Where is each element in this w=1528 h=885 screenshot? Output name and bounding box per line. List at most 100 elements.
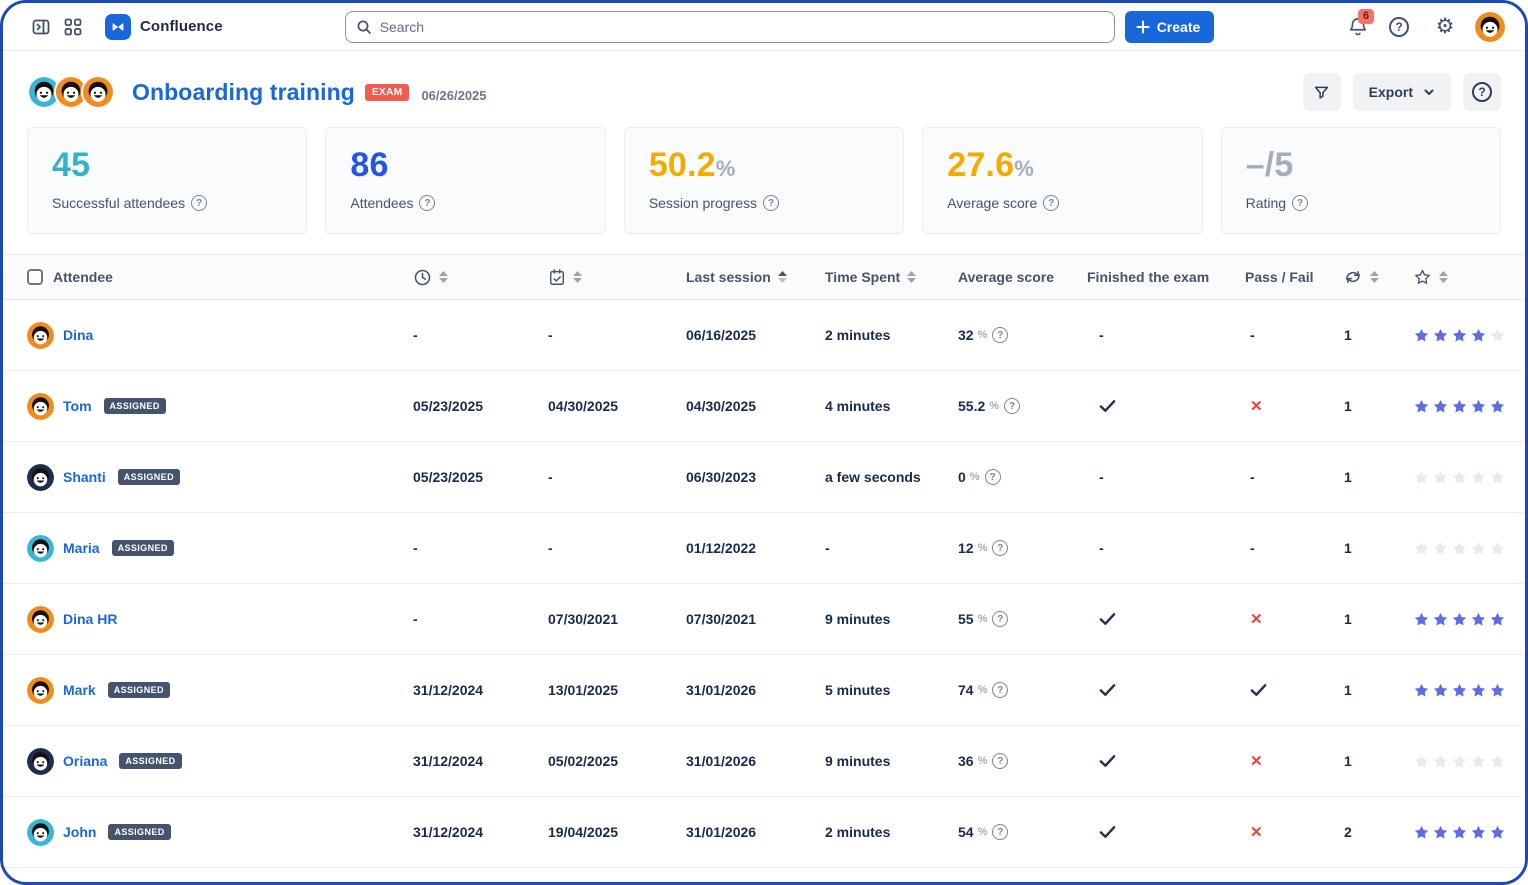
settings-button[interactable]: ⚙: [1429, 11, 1461, 43]
table-row: Maria ASSIGNED - - 01/12/2022 - 12%? - -…: [3, 513, 1525, 584]
star-icon: [1470, 327, 1487, 344]
app-name: Confluence: [140, 18, 223, 35]
progress-cell: [303, 752, 393, 770]
face-avatar-icon: [1475, 12, 1505, 42]
face-avatar-icon: [27, 393, 54, 420]
star-icon: [1432, 682, 1449, 699]
notifications-button[interactable]: 6: [1347, 16, 1369, 38]
deadline-date-cell: 04/30/2025: [528, 398, 668, 414]
table-row: John ASSIGNED 31/12/2024 19/04/2025 31/0…: [3, 797, 1525, 868]
create-button[interactable]: Create: [1125, 11, 1215, 43]
star-icon: [1413, 398, 1430, 415]
attendee-name-link[interactable]: Tom: [63, 398, 92, 414]
star-icon: [1470, 753, 1487, 770]
rating-stars[interactable]: [1393, 824, 1525, 841]
pass-fail-cell: ✕: [1228, 610, 1328, 628]
face-avatar-icon: [27, 677, 54, 704]
rating-stars[interactable]: [1393, 398, 1525, 415]
info-icon[interactable]: ?: [992, 682, 1008, 698]
progress-cell: [303, 468, 393, 486]
brand[interactable]: Confluence: [105, 14, 223, 40]
select-all-checkbox[interactable]: [27, 269, 43, 285]
rating-stars[interactable]: [1393, 682, 1525, 699]
rating-stars[interactable]: [1393, 327, 1525, 344]
finished-exam-cell: -: [1073, 540, 1228, 556]
info-icon[interactable]: ?: [1043, 195, 1059, 211]
attendee-name-link[interactable]: Dina: [63, 327, 93, 343]
pass-fail-cell: ✕: [1228, 823, 1328, 841]
info-icon[interactable]: ?: [992, 824, 1008, 840]
page-header: Onboarding training EXAM 06/26/2025 Expo…: [3, 51, 1525, 125]
check-icon: [1099, 754, 1116, 768]
table-header-row: Attendee: [3, 254, 1525, 300]
info-icon[interactable]: ?: [191, 195, 207, 211]
column-attempts[interactable]: [1328, 268, 1393, 286]
rating-stars[interactable]: [1393, 469, 1525, 486]
star-icon: [1489, 682, 1506, 699]
column-assigned-date[interactable]: [393, 268, 528, 287]
report-help-button[interactable]: ?: [1463, 73, 1501, 111]
sort-icon[interactable]: [1370, 271, 1379, 283]
assigned-badge: ASSIGNED: [119, 753, 181, 769]
info-icon[interactable]: ?: [1004, 398, 1020, 414]
column-time-spent[interactable]: Time Spent: [803, 269, 938, 285]
star-icon: [1489, 611, 1506, 628]
clock-icon: [413, 268, 432, 287]
finished-exam-cell: [1073, 825, 1228, 839]
time-spent-cell: 4 minutes: [803, 398, 938, 414]
sidebar-toggle-button[interactable]: [25, 11, 57, 43]
help-button[interactable]: ?: [1383, 11, 1415, 43]
assigned-date-cell: -: [393, 611, 528, 627]
rating-stars[interactable]: [1393, 540, 1525, 557]
column-last-session[interactable]: Last session: [668, 269, 803, 285]
stat-label: Session progress?: [649, 195, 879, 211]
attendee-cell: Dina: [3, 322, 303, 349]
star-icon: [1451, 398, 1468, 415]
sort-icon[interactable]: [573, 271, 582, 283]
rating-stars[interactable]: [1393, 611, 1525, 628]
deadline-date-cell: 07/30/2021: [528, 611, 668, 627]
filter-button[interactable]: [1303, 73, 1341, 111]
attendee-name-link[interactable]: Dina HR: [63, 611, 117, 627]
pass-fail-cell: ✕: [1228, 752, 1328, 770]
user-avatar[interactable]: [1475, 12, 1505, 42]
attendee-name-link[interactable]: Oriana: [63, 753, 107, 769]
info-icon[interactable]: ?: [992, 540, 1008, 556]
face-avatar-icon: [27, 748, 54, 775]
progress-cell: [303, 610, 393, 628]
rating-stars[interactable]: [1393, 753, 1525, 770]
search-input[interactable]: [380, 19, 1104, 35]
search-bar[interactable]: [345, 11, 1115, 43]
face-avatar-icon: [81, 75, 115, 109]
attempts-cell: 1: [1328, 753, 1393, 769]
info-icon[interactable]: ?: [992, 327, 1008, 343]
info-icon[interactable]: ?: [992, 753, 1008, 769]
info-icon[interactable]: ?: [992, 611, 1008, 627]
info-icon[interactable]: ?: [419, 195, 435, 211]
attendee-name-link[interactable]: Maria: [63, 540, 100, 556]
star-icon: [1432, 824, 1449, 841]
attendee-name-link[interactable]: Shanti: [63, 469, 106, 485]
app-switcher-button[interactable]: [57, 11, 89, 43]
face-avatar-icon: [27, 322, 54, 349]
column-deadline-date[interactable]: [528, 268, 668, 287]
column-rating[interactable]: [1393, 268, 1525, 287]
sort-icon[interactable]: [907, 271, 916, 283]
stat-value: 45: [52, 146, 282, 185]
stat-value: –/5: [1246, 146, 1476, 185]
assigned-date-cell: -: [393, 327, 528, 343]
column-average-score: Average score: [938, 269, 1073, 285]
attendee-avatar-stack: [27, 75, 108, 109]
attendee-name-link[interactable]: Mark: [63, 682, 96, 698]
export-button[interactable]: Export: [1353, 73, 1451, 111]
progress-cell: [303, 539, 393, 557]
sort-icon[interactable]: [1439, 271, 1448, 283]
stat-value: 86: [350, 146, 580, 185]
sort-icon[interactable]: [439, 271, 448, 283]
pass-fail-cell: -: [1228, 540, 1328, 556]
info-icon[interactable]: ?: [985, 469, 1001, 485]
sort-icon[interactable]: [778, 271, 787, 283]
info-icon[interactable]: ?: [1292, 195, 1308, 211]
info-icon[interactable]: ?: [763, 195, 779, 211]
attendee-name-link[interactable]: John: [63, 824, 96, 840]
